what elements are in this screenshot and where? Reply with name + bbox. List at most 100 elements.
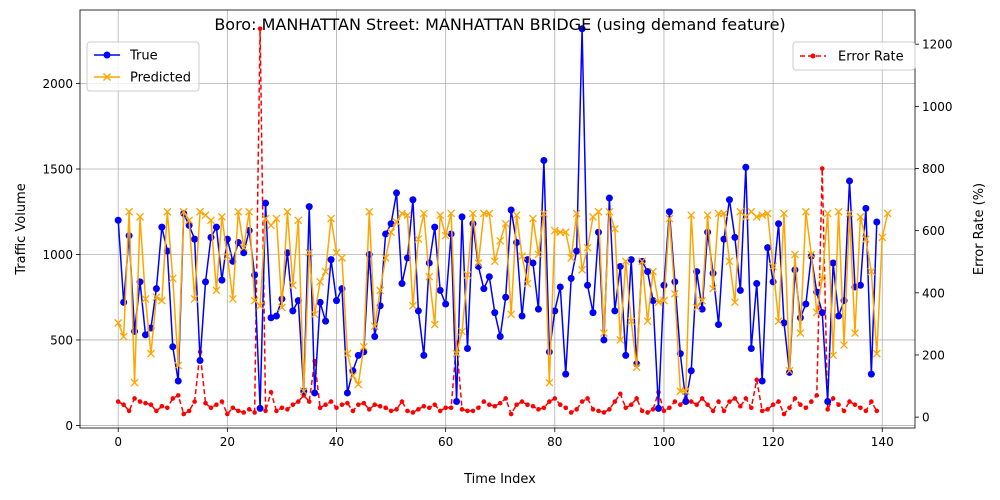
y-tick-label: 0 [65,419,73,433]
data-point [709,269,717,277]
data-point [283,207,292,216]
data-point [835,312,843,320]
data-point [452,349,461,358]
data-point [765,407,770,412]
data-point [590,407,596,412]
data-point [328,399,334,404]
data-point [627,317,636,326]
data-point [463,345,471,353]
data-point [628,402,634,407]
y2-tick-label: 0 [922,411,930,425]
data-point [430,320,439,329]
data-point [234,207,243,216]
data-point [316,277,325,286]
data-point [146,349,155,358]
chart-title: Boro: MANHATTAN Street: MANHATTAN BRIDGE… [214,15,785,34]
data-point [485,209,494,218]
data-point [241,410,247,415]
data-point [568,410,574,415]
data-point [847,399,852,404]
data-point [350,408,356,414]
data-point [481,399,487,404]
data-point [687,367,695,375]
data-point [692,303,701,312]
data-point [192,399,197,404]
data-point [240,249,248,257]
y2-tick-label: 200 [922,348,945,362]
data-point [557,402,563,407]
data-point [540,156,548,164]
data-point [764,244,772,252]
data-point [730,298,739,307]
y2-tick-label: 800 [922,162,945,176]
data-point [638,257,647,266]
data-point [159,403,165,409]
data-point [687,211,696,220]
data-point [181,411,186,417]
data-point [743,396,749,401]
data-point [802,300,810,308]
data-point [829,351,838,360]
legend-right: Error Rate [792,41,916,71]
data-point [448,405,454,411]
data-point [487,402,492,407]
data-point [130,378,139,387]
data-point [650,407,656,412]
data-point [770,402,776,407]
data-point [579,399,585,404]
x-tick-label: 100 [653,435,676,449]
data-point [752,212,761,221]
data-point [561,228,570,237]
data-point [781,411,787,417]
data-point [645,410,650,415]
data-point [699,396,705,401]
data-point [196,356,204,364]
data-point [246,407,252,412]
data-point [632,363,641,372]
data-point [812,308,821,317]
data-point [862,204,870,212]
data-point [596,408,601,414]
legend-left: True Predicted [86,41,200,92]
data-point [185,216,194,225]
data-point [738,403,743,409]
data-point [157,296,166,305]
data-point [858,405,863,411]
data-point [550,226,559,235]
data-point [644,268,652,276]
x-tick-label: 0 [114,435,122,449]
data-point [267,314,275,322]
data-point [796,329,805,338]
data-point [678,402,683,407]
data-point [578,25,586,33]
data-point [245,207,254,216]
data-point [272,214,281,223]
data-point [840,341,849,350]
data-point [798,402,803,407]
data-point [174,361,183,370]
data-point [583,243,592,252]
legend-predicted-marker [102,72,112,82]
data-point [681,387,690,396]
data-point [776,399,781,404]
data-point [392,218,401,226]
data-point [148,402,154,407]
data-point [814,393,820,398]
y2-tick-label: 1200 [922,38,953,52]
data-point [523,279,532,288]
data-point [612,399,618,404]
y-tick-label: 1500 [42,162,73,176]
data-point [790,250,799,259]
data-point [442,300,450,308]
data-point [775,220,783,228]
data-point [874,408,880,414]
data-point [437,408,443,414]
data-point [256,404,264,412]
data-point [785,366,794,375]
data-point [634,396,639,401]
data-point [617,391,623,397]
data-point [562,370,570,378]
data-point [393,189,401,197]
